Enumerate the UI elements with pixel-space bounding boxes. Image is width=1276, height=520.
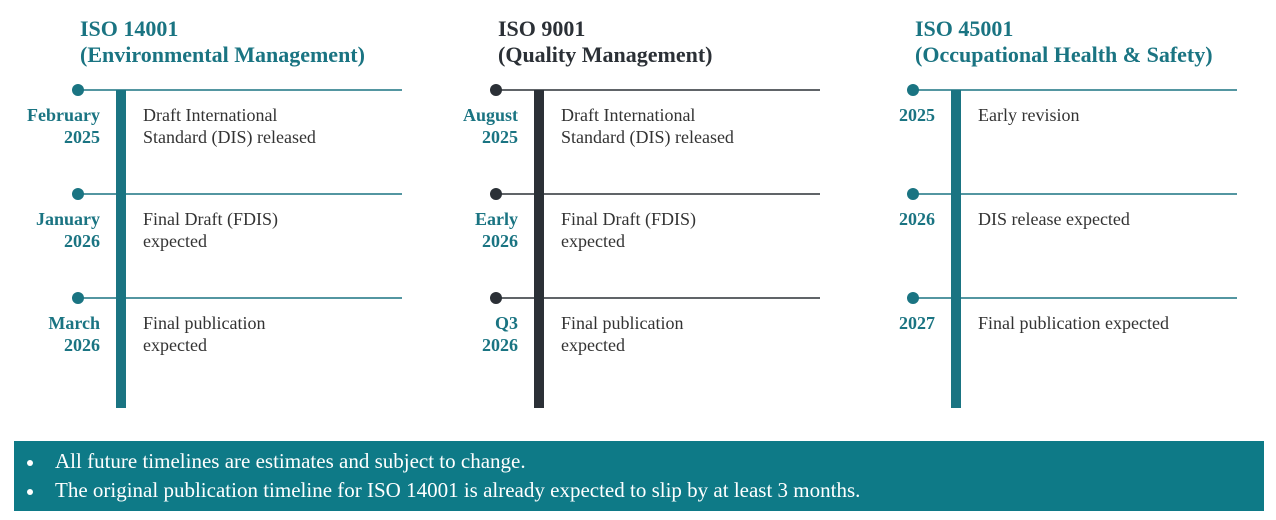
milestone-date: August (463, 105, 518, 125)
note: All future timelines are estimates and s… (55, 449, 526, 473)
column-title: ISO 45001 (915, 16, 1013, 41)
milestone-text: expected (561, 231, 625, 251)
milestone-dot (907, 188, 919, 200)
milestone-date: February (27, 105, 100, 125)
milestone-text: Standard (DIS) released (143, 127, 316, 148)
milestone-date: Q3 (495, 313, 518, 333)
milestone-date: 2026 (899, 209, 935, 229)
bullet (27, 460, 33, 466)
milestone-text: expected (561, 335, 625, 355)
milestone-date: March (48, 313, 100, 333)
timeline-bar (116, 90, 126, 408)
milestone-date: 2026 (64, 231, 100, 251)
milestone-text: Final Draft (FDIS) (561, 209, 696, 230)
timeline-bar (951, 90, 961, 408)
milestone-date: 2027 (899, 313, 935, 333)
milestone-text: Final publication expected (978, 313, 1169, 333)
milestone-text: DIS release expected (978, 209, 1130, 229)
milestone-text: Draft International (143, 105, 277, 125)
column-title: (Environmental Management) (80, 42, 365, 67)
milestone-dot (490, 84, 502, 96)
milestone-dot (72, 292, 84, 304)
milestone-dot (72, 188, 84, 200)
milestone-dot (490, 188, 502, 200)
milestone-text: Standard (DIS) released (561, 127, 734, 148)
milestone-date: 2025 (64, 127, 100, 147)
column-title: ISO 9001 (498, 16, 585, 41)
milestone-text: expected (143, 231, 207, 251)
notes-banner (14, 441, 1264, 511)
milestone-dot (72, 84, 84, 96)
milestone-text: Final Draft (FDIS) (143, 209, 278, 230)
milestone-date: 2026 (482, 231, 518, 251)
note: The original publication timeline for IS… (55, 478, 860, 502)
bullet (27, 489, 33, 495)
milestone-dot (490, 292, 502, 304)
milestone-text: expected (143, 335, 207, 355)
column-title: (Quality Management) (498, 42, 712, 67)
column-title: (Occupational Health & Safety) (915, 42, 1213, 67)
milestone-date: Early (475, 209, 518, 229)
milestone-date: 2026 (64, 335, 100, 355)
milestone-text: Early revision (978, 105, 1079, 125)
milestone-date: 2026 (482, 335, 518, 355)
milestone-text: Draft International (561, 105, 695, 125)
milestone-date: 2025 (482, 127, 518, 147)
timeline-bar (534, 90, 544, 408)
milestone-text: Final publication (561, 313, 683, 333)
milestone-dot (907, 84, 919, 96)
milestone-dot (907, 292, 919, 304)
milestone-text: Final publication (143, 313, 265, 333)
milestone-date: January (36, 209, 100, 229)
milestone-date: 2025 (899, 105, 935, 125)
column-title: ISO 14001 (80, 16, 178, 41)
